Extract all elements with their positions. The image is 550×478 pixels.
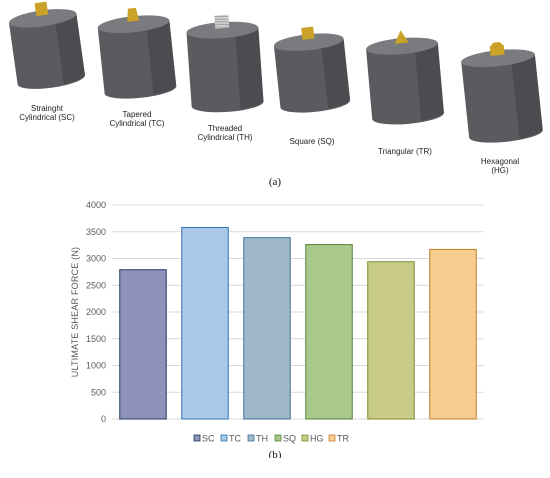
tool-illustration-panel: Strainght Cylindrical (SC) Tapered Cylindri… bbox=[0, 0, 550, 195]
tool-illustrations bbox=[8, 1, 543, 143]
bar-hg bbox=[367, 261, 415, 420]
legend-label: TH bbox=[256, 434, 268, 444]
tool-label: Triangular (TR) bbox=[378, 147, 432, 156]
legend-swatch bbox=[193, 434, 201, 442]
legend-item: TC bbox=[220, 434, 241, 444]
tool-label-line: Triangular (TR) bbox=[378, 147, 432, 156]
tool-label-line: Tapered bbox=[122, 110, 152, 119]
y-tick-label: 3500 bbox=[86, 227, 106, 237]
chart-legend: SC TC TH SQ HG TR bbox=[193, 434, 349, 444]
legend-swatch bbox=[220, 434, 228, 442]
tool-label: Tapered Cylindrical (TC) bbox=[109, 110, 164, 128]
chart-gridlines bbox=[112, 204, 484, 420]
bar-sc bbox=[119, 269, 167, 420]
legend-label: HG bbox=[310, 434, 324, 444]
bar-tc bbox=[181, 226, 229, 420]
legend-item: SQ bbox=[274, 434, 296, 444]
legend-item: HG bbox=[301, 434, 324, 444]
tool-threaded-cylindrical bbox=[186, 14, 264, 113]
bar-sq bbox=[305, 244, 353, 420]
y-tick-label: 2000 bbox=[86, 307, 106, 317]
legend-swatch bbox=[328, 434, 336, 442]
tool-label: Strainght Cylindrical (SC) bbox=[19, 104, 75, 122]
y-tick-label: 2500 bbox=[86, 280, 106, 290]
legend-label: SQ bbox=[283, 434, 296, 444]
legend-swatch bbox=[247, 434, 255, 442]
tool-square bbox=[273, 26, 351, 113]
panel-a-caption: (a) bbox=[268, 176, 282, 188]
bar-th bbox=[243, 237, 291, 420]
tool-label: Hexagonal (HG) bbox=[481, 157, 519, 175]
tool-tapered-cylindrical bbox=[97, 7, 177, 99]
tool-triangular bbox=[366, 30, 444, 125]
legend-item: TR bbox=[328, 434, 349, 444]
chart-bars bbox=[119, 226, 477, 420]
legend-swatch bbox=[274, 434, 282, 442]
y-axis-ticks: 0 500 1000 1500 2000 2500 3000 3500 4000 bbox=[86, 200, 106, 424]
tool-label-line: Cylindrical (TC) bbox=[109, 119, 165, 128]
pin-triangular bbox=[394, 30, 409, 44]
tool-label-line: Threaded bbox=[207, 124, 243, 133]
tool-hexagonal bbox=[461, 41, 543, 143]
y-axis-title: ULTIMATE SHEAR FORCE (N) bbox=[70, 247, 80, 377]
pin-hexagonal bbox=[489, 41, 505, 56]
legend-item: TH bbox=[247, 434, 268, 444]
tool-label-line: (HG) bbox=[491, 166, 509, 175]
y-tick-label: 3000 bbox=[86, 254, 106, 264]
legend-label: TC bbox=[229, 434, 241, 444]
tool-label: Threaded Cylindrical (TH) bbox=[197, 124, 252, 142]
legend-label: TR bbox=[337, 434, 349, 444]
pin-square bbox=[301, 26, 315, 40]
legend-swatch bbox=[301, 434, 309, 442]
tool-label-line: Hexagonal bbox=[480, 157, 520, 166]
pin-tapered bbox=[127, 7, 140, 22]
shear-force-chart: 0 500 1000 1500 2000 2500 3000 3500 4000 ULTIMAT… bbox=[70, 200, 484, 458]
y-tick-label: 0 bbox=[101, 414, 106, 424]
panel-b-caption: (b) bbox=[269, 449, 282, 458]
tool-label-line: Square (SQ) bbox=[289, 137, 335, 146]
pin-straight bbox=[34, 1, 49, 17]
y-tick-label: 4000 bbox=[86, 200, 106, 210]
legend-item: SC bbox=[193, 434, 215, 444]
y-tick-label: 1000 bbox=[86, 361, 106, 371]
y-tick-label: 1500 bbox=[86, 334, 106, 344]
tool-label-line: Cylindrical (TH) bbox=[197, 133, 253, 142]
tool-label-line: Cylindrical (SC) bbox=[19, 113, 75, 122]
tool-label: Square (SQ) bbox=[290, 137, 335, 146]
bar-tr bbox=[429, 248, 477, 420]
legend-label: SC bbox=[202, 434, 215, 444]
tool-label-line: Strainght bbox=[30, 104, 64, 113]
tool-straight-cylindrical bbox=[8, 1, 85, 89]
y-tick-label: 500 bbox=[91, 387, 106, 397]
